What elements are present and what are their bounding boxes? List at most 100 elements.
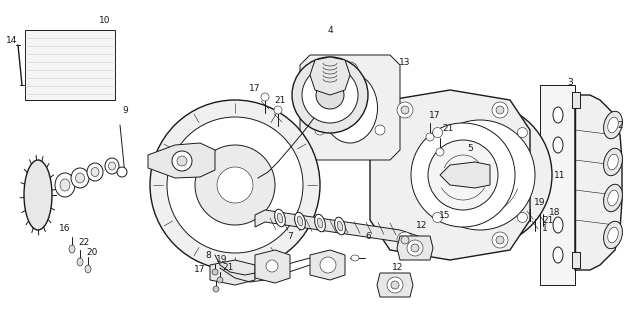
Text: 5: 5 <box>467 143 473 153</box>
Circle shape <box>172 151 192 171</box>
Text: 22: 22 <box>78 237 90 246</box>
Text: 6: 6 <box>365 231 371 241</box>
Text: 3: 3 <box>567 77 573 86</box>
Ellipse shape <box>553 107 563 123</box>
Text: 11: 11 <box>554 171 566 180</box>
Text: 17: 17 <box>250 84 261 92</box>
Text: 18: 18 <box>549 207 561 217</box>
Circle shape <box>261 93 269 101</box>
Circle shape <box>217 277 223 283</box>
Circle shape <box>217 167 253 203</box>
Ellipse shape <box>604 148 622 176</box>
Polygon shape <box>397 236 433 260</box>
Ellipse shape <box>297 216 303 226</box>
Ellipse shape <box>553 217 563 233</box>
Circle shape <box>496 236 504 244</box>
Circle shape <box>387 277 403 293</box>
Circle shape <box>492 232 508 248</box>
Ellipse shape <box>604 184 622 212</box>
Polygon shape <box>255 250 290 283</box>
Text: 7: 7 <box>287 231 293 241</box>
Ellipse shape <box>87 163 103 181</box>
Circle shape <box>195 145 275 225</box>
Circle shape <box>428 140 498 210</box>
Circle shape <box>426 133 434 141</box>
Circle shape <box>432 128 443 138</box>
Polygon shape <box>575 95 622 270</box>
Ellipse shape <box>76 173 84 183</box>
Text: 21: 21 <box>542 215 554 225</box>
Text: 17: 17 <box>429 110 441 119</box>
Ellipse shape <box>553 137 563 153</box>
Ellipse shape <box>604 111 622 139</box>
Ellipse shape <box>275 209 285 227</box>
Polygon shape <box>300 55 400 160</box>
Ellipse shape <box>295 212 305 230</box>
Text: 12: 12 <box>417 220 428 229</box>
Circle shape <box>432 212 443 222</box>
Circle shape <box>375 125 385 135</box>
Text: 17: 17 <box>194 266 206 275</box>
Text: 15: 15 <box>439 211 451 220</box>
Circle shape <box>401 236 409 244</box>
Ellipse shape <box>314 214 325 232</box>
Polygon shape <box>572 92 580 108</box>
Text: 2: 2 <box>617 121 623 130</box>
Polygon shape <box>25 30 115 100</box>
Text: 19: 19 <box>534 197 545 206</box>
Circle shape <box>492 102 508 118</box>
Ellipse shape <box>69 245 75 253</box>
Circle shape <box>302 67 358 123</box>
Circle shape <box>407 240 423 256</box>
Ellipse shape <box>91 167 99 177</box>
Ellipse shape <box>71 168 89 188</box>
Ellipse shape <box>604 221 622 249</box>
Text: 14: 14 <box>6 36 18 44</box>
Circle shape <box>213 286 219 292</box>
Circle shape <box>391 281 399 289</box>
Text: 21: 21 <box>443 124 453 132</box>
Text: 13: 13 <box>399 58 411 67</box>
Ellipse shape <box>77 258 83 266</box>
Ellipse shape <box>55 173 75 197</box>
Circle shape <box>452 147 508 203</box>
Circle shape <box>401 106 409 114</box>
Polygon shape <box>540 85 575 285</box>
Circle shape <box>425 120 535 230</box>
Circle shape <box>315 125 325 135</box>
Text: 16: 16 <box>59 223 70 233</box>
Polygon shape <box>440 162 490 188</box>
Text: 12: 12 <box>392 263 404 273</box>
Polygon shape <box>255 210 430 252</box>
Ellipse shape <box>277 213 283 223</box>
Circle shape <box>436 148 444 156</box>
Circle shape <box>408 103 552 247</box>
Ellipse shape <box>608 190 618 206</box>
Circle shape <box>150 100 320 270</box>
Ellipse shape <box>85 265 91 273</box>
Ellipse shape <box>105 158 119 174</box>
Text: 1: 1 <box>542 223 548 233</box>
Circle shape <box>468 163 492 187</box>
Circle shape <box>320 257 336 273</box>
Text: 4: 4 <box>327 26 333 35</box>
Ellipse shape <box>335 217 345 235</box>
Circle shape <box>266 260 278 272</box>
Circle shape <box>518 212 528 222</box>
Ellipse shape <box>608 154 618 170</box>
Text: 20: 20 <box>86 247 98 257</box>
Ellipse shape <box>337 221 343 231</box>
Circle shape <box>117 167 127 177</box>
Circle shape <box>411 244 419 252</box>
Circle shape <box>292 57 368 133</box>
Ellipse shape <box>323 73 377 143</box>
Circle shape <box>411 123 515 227</box>
Text: 19: 19 <box>217 255 228 265</box>
Circle shape <box>167 117 303 253</box>
Circle shape <box>397 232 413 248</box>
Polygon shape <box>310 57 350 95</box>
Ellipse shape <box>60 179 70 191</box>
Polygon shape <box>148 143 215 178</box>
Ellipse shape <box>24 160 52 230</box>
Polygon shape <box>310 250 345 280</box>
